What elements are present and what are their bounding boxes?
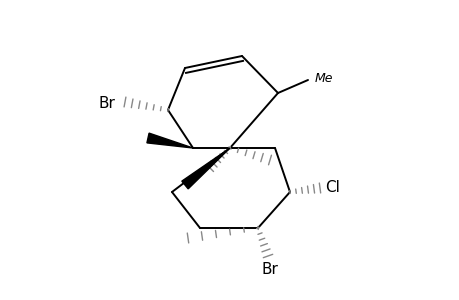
Polygon shape [181,148,230,189]
Text: Br: Br [98,95,115,110]
Text: Me: Me [314,73,333,85]
Text: Br: Br [261,262,278,277]
Text: Cl: Cl [325,181,339,196]
Polygon shape [146,133,193,148]
